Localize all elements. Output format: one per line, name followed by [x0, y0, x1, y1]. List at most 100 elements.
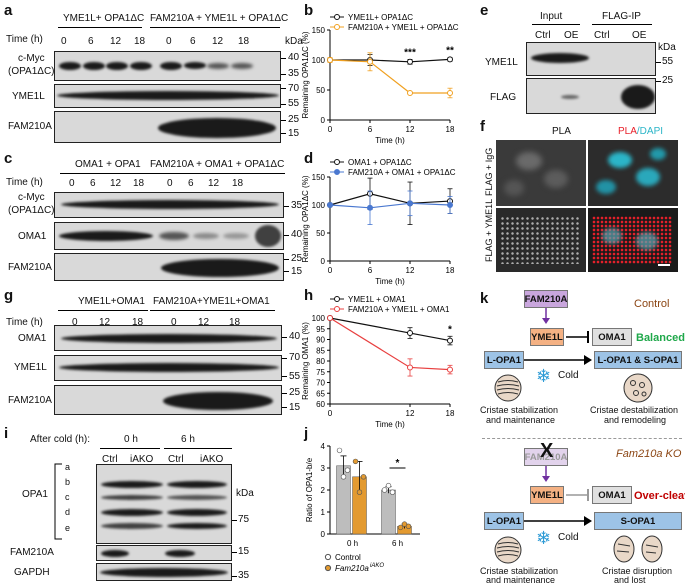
control-label: Control — [634, 298, 670, 310]
data-point — [367, 58, 373, 65]
legend-label: YME1L + OMA1 — [348, 295, 406, 304]
data-point — [344, 467, 351, 473]
blot-fam210a-i — [96, 545, 232, 561]
significance-label: * — [396, 458, 400, 469]
legend-marker — [334, 14, 340, 20]
y-tick-label: 65 — [316, 389, 325, 398]
data-point — [327, 202, 333, 208]
y-tick-label: 50 — [316, 229, 325, 238]
blot-oma1-g — [54, 325, 282, 351]
panel-label-b: b — [304, 2, 314, 19]
ls-opa1-box: L-OPA1 & S-OPA1 — [594, 351, 682, 369]
panel-label-k: k — [480, 290, 489, 307]
y-tick-label: 150 — [312, 26, 326, 35]
over-cleaved-label: Over-cleaved — [634, 490, 685, 502]
blot-fam210a — [54, 111, 281, 143]
kda-label: kDa — [285, 36, 303, 47]
l-opa1-ko-box: L-OPA1 — [484, 512, 524, 530]
series-line — [329, 193, 451, 206]
mitochondria-icon — [494, 374, 522, 402]
mitochondria-icon — [613, 535, 635, 563]
x-tick-label: 0 h — [347, 539, 358, 548]
x-axis-label: Time (h) — [375, 136, 405, 145]
x-axis-label: Time (h) — [375, 420, 405, 429]
legend-marker — [334, 296, 340, 302]
x-tick-label: 12 — [406, 409, 415, 418]
y-tick-label: 4 — [321, 442, 326, 451]
panel-label-h: h — [304, 287, 314, 304]
data-point — [397, 524, 404, 531]
series-line — [329, 202, 451, 209]
data-point — [405, 523, 412, 530]
x-tick-label: 12 — [406, 125, 415, 134]
blot-flag-e — [526, 78, 656, 114]
y-tick-label: 80 — [316, 357, 325, 366]
y-tick-label: 3 — [321, 464, 326, 473]
blot-cmyc-c — [54, 192, 284, 218]
legend-label: Control — [335, 553, 361, 562]
y-tick-label: 50 — [316, 86, 325, 95]
time-label: Time (h) — [6, 34, 43, 45]
group-label-1: YME1L+ OPA1ΔC — [63, 13, 145, 24]
panel-label-a: a — [4, 2, 13, 19]
y-tick-label: 0 — [321, 257, 326, 266]
y-tick-label: 75 — [316, 368, 325, 377]
blot-gapdh — [96, 563, 232, 581]
pla-igg-image — [496, 140, 586, 206]
data-point — [407, 58, 413, 65]
legend-label: OMA1 + OPA1ΔC — [348, 158, 412, 167]
legend-label: FAM210A + YME1L + OMA1 — [348, 305, 450, 314]
snowflake-icon: ❄ — [536, 366, 552, 386]
blot-cmyc — [54, 51, 281, 81]
significance-label: ** — [446, 46, 454, 57]
oma1-box: OMA1 — [592, 328, 632, 346]
data-point — [352, 458, 359, 465]
data-point — [389, 489, 396, 495]
panel-label-c: c — [4, 150, 13, 167]
mitochondria-icon — [641, 535, 663, 563]
data-point — [407, 364, 413, 371]
yme1l-ko-box: YME1L — [530, 486, 564, 504]
significance-label: *** — [404, 47, 416, 58]
x-tick-label: 18 — [446, 266, 455, 275]
panel-label-g: g — [4, 287, 14, 304]
blot-fam210a-g — [54, 385, 282, 415]
data-point — [367, 204, 373, 211]
x-tick-label: 0 — [328, 266, 333, 275]
group-label-2: FAM210A + YME1L + OPA1ΔC — [150, 13, 289, 24]
data-point — [340, 474, 347, 480]
y-axis-label: Remaining OPA1ΔC (%) — [301, 175, 310, 262]
legend-superscript: iAKO — [370, 563, 384, 569]
legend-marker — [334, 159, 340, 165]
data-point — [447, 202, 453, 208]
y-tick-label: 85 — [316, 346, 325, 355]
data-point — [381, 487, 388, 493]
x-tick-label: 18 — [446, 125, 455, 134]
data-point — [360, 474, 367, 480]
x-tick-label: 0 — [328, 409, 333, 418]
data-point — [407, 200, 413, 207]
panel-label-j: j — [304, 425, 309, 442]
bar — [381, 489, 396, 535]
balanced-label: Balanced — [636, 332, 685, 344]
blot-fam210a-c — [54, 253, 284, 281]
legend-marker — [334, 24, 340, 30]
data-point — [356, 489, 363, 495]
x-tick-label: 0 — [328, 125, 333, 134]
legend-label: Fam210a — [335, 564, 369, 573]
legend-label: YME1L+ OPA1ΔC — [348, 13, 413, 22]
mitochondria-icon — [494, 536, 522, 564]
significance-label: * — [448, 324, 452, 335]
y-axis-label: Remaining OMA1 (%) — [301, 322, 310, 400]
x-mark: X — [540, 440, 554, 462]
mitochondria-icon — [623, 373, 653, 403]
data-point — [336, 447, 343, 454]
bracket — [54, 463, 62, 540]
blot-yme1l-g — [54, 355, 282, 381]
y-axis-label: Remaining OPA1ΔC (%) — [301, 31, 310, 118]
data-point — [447, 56, 453, 63]
y-tick-label: 1 — [321, 508, 326, 517]
y-tick-label: 0 — [321, 530, 326, 539]
legend-label: FAM210A + YME1L + OPA1ΔC — [348, 23, 459, 32]
